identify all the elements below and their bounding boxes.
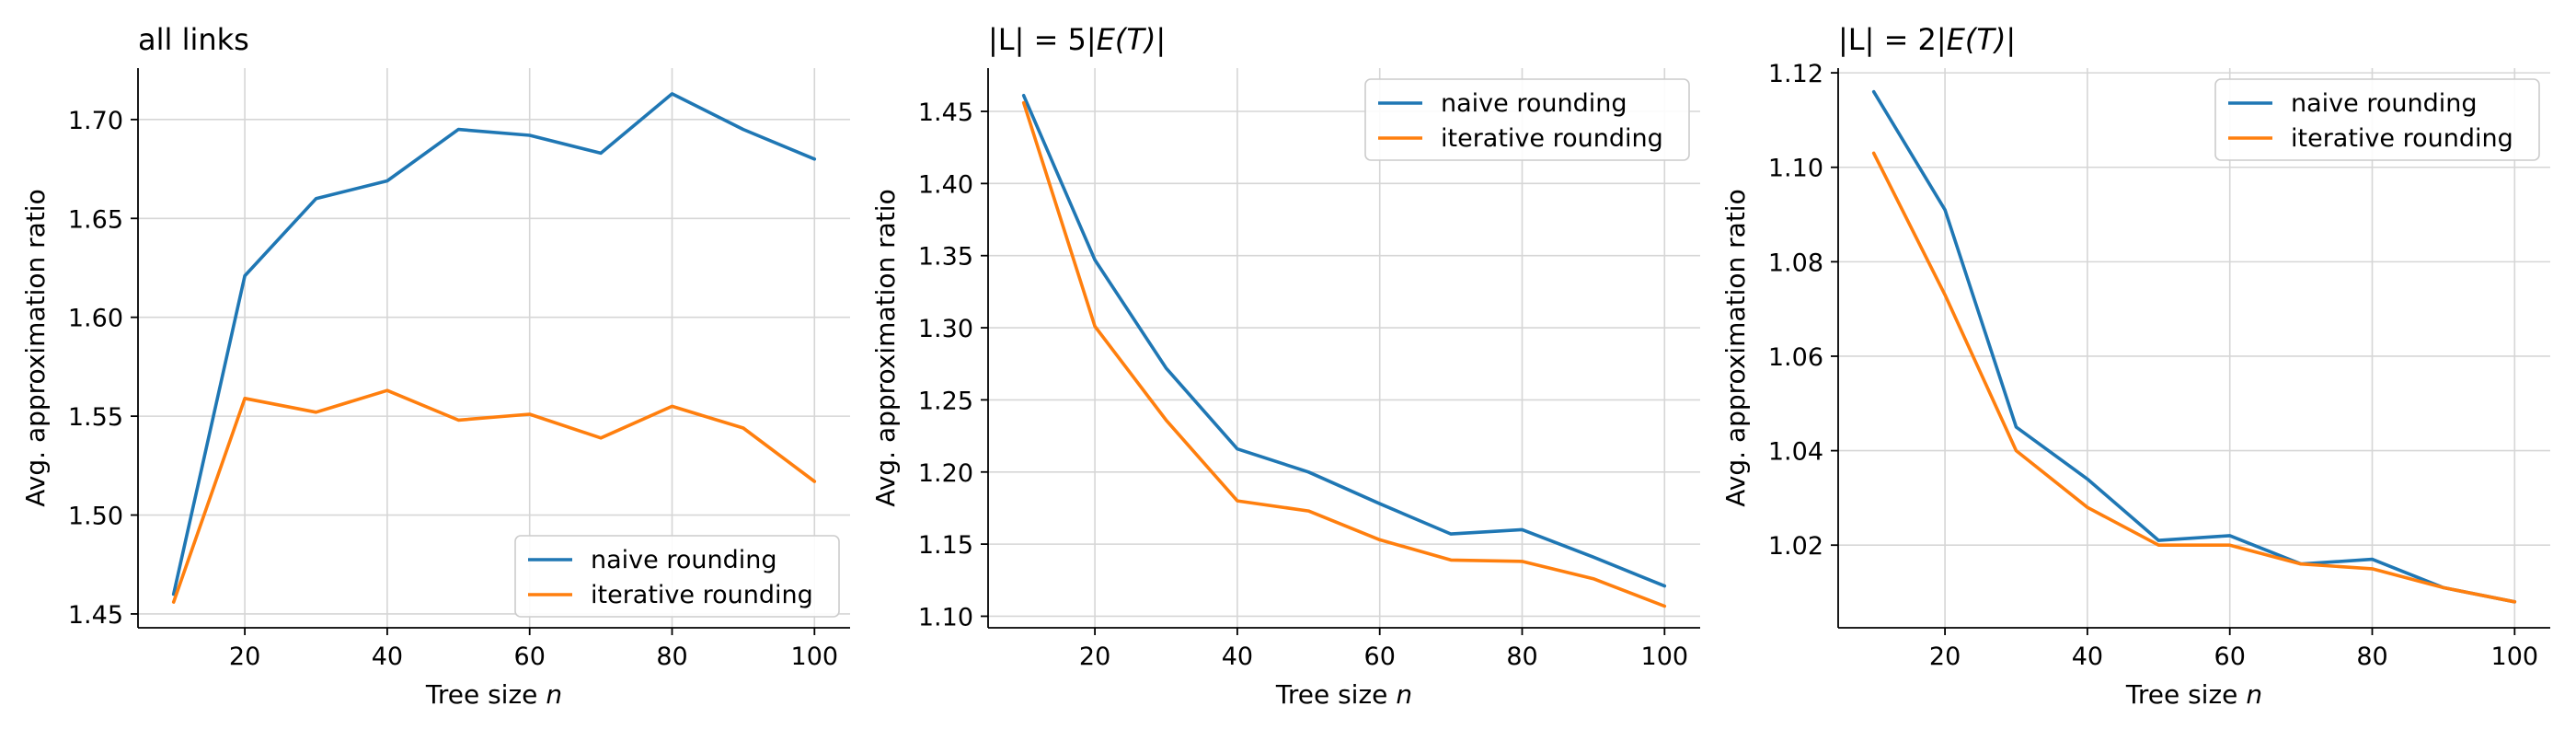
- legend: naive rounding iterative rounding: [514, 535, 840, 618]
- x-tick-label: 40: [372, 643, 403, 671]
- y-tick-label: 1.04: [1768, 438, 1823, 467]
- x-axis-label-text: Tree size: [2125, 679, 2238, 710]
- x-tick-label: 60: [1364, 643, 1396, 671]
- y-tick-label: 1.30: [918, 315, 973, 343]
- title-suffix: |: [1156, 22, 1166, 57]
- legend-label: iterative rounding: [2291, 124, 2513, 153]
- x-tick-label: 100: [1641, 643, 1689, 671]
- series-line-naive-rounding: [171, 92, 817, 596]
- x-axis-label: Tree size n: [2125, 679, 2262, 710]
- x-axis-label-text: Tree size: [1275, 679, 1388, 710]
- title-text: all links: [138, 22, 249, 57]
- title-math: E(T): [1097, 22, 1156, 57]
- y-tick-label: 1.10: [1768, 155, 1823, 183]
- y-tick-label: 1.08: [1768, 249, 1823, 277]
- chart-panel-1: 20 40 60 80 100 1.45 1.50 1.55 1.60 1.65 1.70 all l…: [20, 22, 850, 710]
- x-tick-label: 20: [229, 643, 260, 671]
- y-axis-label: Avg. approximation ratio: [1720, 189, 1751, 506]
- y-tick-label: 1.06: [1768, 343, 1823, 372]
- y-axis-label: Avg. approximation ratio: [870, 189, 901, 506]
- chart-panel-3: 20 40 60 80 100 1.02 1.04 1.06 1.08 1.10 1.12 |L| =…: [1720, 22, 2550, 710]
- x-tick-label: 40: [1222, 643, 1253, 671]
- title-text: |L| = 5|: [988, 22, 1097, 57]
- y-tick-label: 1.10: [918, 603, 973, 631]
- x-tick-label: 100: [2491, 643, 2539, 671]
- y-tick-label: 1.45: [918, 98, 973, 127]
- x-axis-label-var: n: [546, 679, 562, 710]
- series-line-naive-rounding: [1871, 89, 2517, 604]
- series-line-naive-rounding: [1021, 94, 1667, 588]
- x-axis-label: Tree size n: [425, 679, 562, 710]
- x-axis-label: Tree size n: [1275, 679, 1412, 710]
- y-axis-label: Avg. approximation ratio: [20, 189, 51, 506]
- x-tick-label: 20: [1079, 643, 1110, 671]
- title-text: |L| = 2|: [1838, 22, 1947, 57]
- x-tick-label: 80: [656, 643, 687, 671]
- y-tick-label: 1.50: [68, 503, 123, 531]
- legend-label: naive rounding: [2291, 89, 2477, 118]
- legend-label: iterative rounding: [1441, 124, 1663, 153]
- chart-title: |L| = 2|E(T)|: [1838, 22, 2016, 57]
- y-tick-label: 1.55: [68, 403, 123, 432]
- legend-box: [1364, 78, 1690, 161]
- legend-label: iterative rounding: [591, 581, 813, 609]
- x-tick-label: 80: [2356, 643, 2387, 671]
- x-axis-label-var: n: [1396, 679, 1412, 710]
- x-tick-label: 80: [1506, 643, 1537, 671]
- y-tick-label: 1.02: [1768, 532, 1823, 561]
- legend-label: naive rounding: [1441, 89, 1627, 118]
- title-math: E(T): [1947, 22, 2007, 57]
- x-tick-label: 40: [2072, 643, 2103, 671]
- series-line-iterative-rounding: [1021, 100, 1667, 608]
- y-tick-label: 1.15: [918, 531, 973, 560]
- x-tick-label: 20: [1929, 643, 1961, 671]
- y-tick-label: 1.60: [68, 305, 123, 333]
- legend: naive rounding iterative rounding: [2214, 78, 2540, 161]
- legend-label: naive rounding: [591, 546, 776, 574]
- y-tick-label: 1.25: [918, 387, 973, 415]
- x-tick-label: 100: [791, 643, 839, 671]
- y-tick-label: 1.40: [918, 170, 973, 199]
- series-line-iterative-rounding: [171, 388, 817, 604]
- legend: naive rounding iterative rounding: [1364, 78, 1690, 161]
- title-suffix: |: [2006, 22, 2016, 57]
- legend-box: [514, 535, 840, 618]
- y-tick-label: 1.12: [1768, 60, 1823, 88]
- chart-title: |L| = 5|E(T)|: [988, 22, 1166, 57]
- chart-title: all links: [138, 22, 249, 57]
- chart-panel-2: 20 40 60 80 100 1.10 1.15 1.20 1.25 1.30 1.35 1.40 1…: [870, 22, 1700, 710]
- y-tick-label: 1.45: [68, 601, 123, 630]
- series-line-iterative-rounding: [1871, 151, 2517, 604]
- y-tick-label: 1.65: [68, 205, 123, 234]
- x-axis-label-text: Tree size: [425, 679, 538, 710]
- y-tick-label: 1.35: [918, 243, 973, 272]
- x-axis-label-var: n: [2246, 679, 2262, 710]
- y-tick-label: 1.70: [68, 107, 123, 135]
- y-tick-label: 1.20: [918, 459, 973, 488]
- legend-box: [2214, 78, 2540, 161]
- x-tick-label: 60: [514, 643, 546, 671]
- x-tick-label: 60: [2214, 643, 2246, 671]
